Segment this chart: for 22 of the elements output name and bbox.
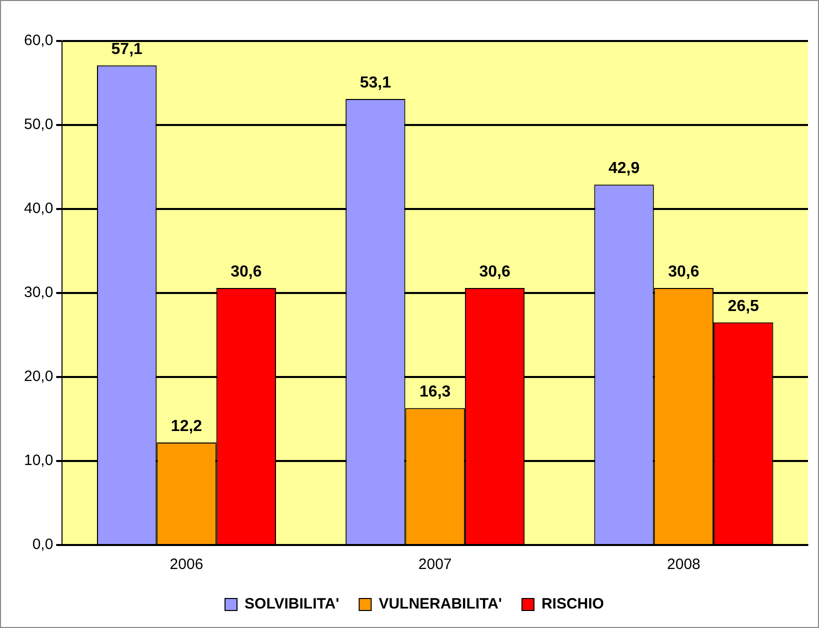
y-tick-label: 0,0	[32, 536, 54, 554]
y-tick-label: 30,0	[24, 284, 54, 302]
legend-label: SOLVIBILITA'	[244, 596, 340, 613]
data-label: 30,6	[479, 263, 510, 280]
data-label: 30,6	[230, 263, 262, 280]
data-label: 53,1	[360, 74, 392, 92]
x-tick-label: 2007	[418, 556, 452, 574]
data-label: 42,9	[608, 160, 640, 178]
y-tick-label: 60,0	[24, 32, 54, 50]
y-tick-label: 40,0	[24, 200, 54, 218]
data-label: 30,6	[668, 263, 700, 280]
data-label: 12,2	[170, 418, 202, 435]
legend-label: RISCHIO	[541, 596, 604, 613]
y-tick-label: 50,0	[24, 116, 54, 134]
x-tick-label: 2006	[170, 556, 204, 574]
data-label: 16,3	[420, 383, 451, 400]
y-tick-label: 20,0	[24, 368, 54, 386]
y-tick-label: 10,0	[24, 452, 54, 470]
x-tick-label: 2008	[667, 556, 700, 574]
legend-label: VULNERABILITA'	[378, 596, 502, 613]
data-label: 57,1	[111, 40, 143, 58]
data-label: 26,5	[728, 298, 760, 315]
